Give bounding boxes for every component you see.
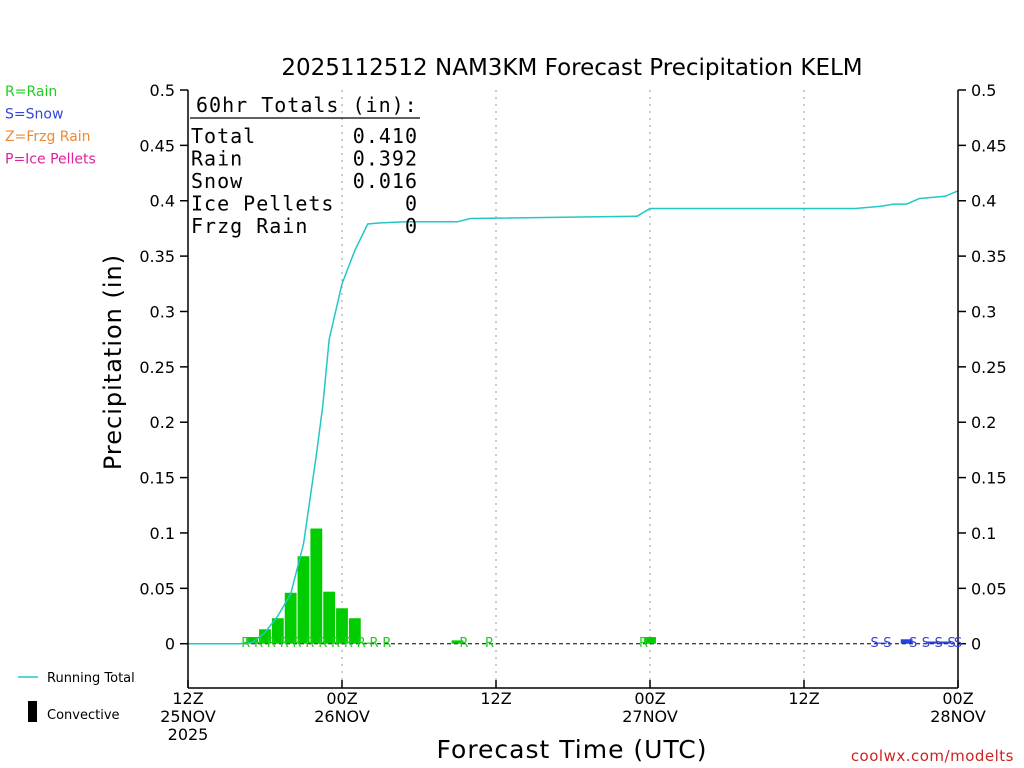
ytick-label-left-6: 0.3 (150, 302, 175, 321)
type-marker-1-5: S (947, 636, 955, 651)
bar-0-8 (348, 618, 361, 644)
legend-type-1: S=Snow (5, 107, 63, 123)
ytick-label-left-8: 0.4 (150, 192, 175, 211)
totals-label-2: Snow (191, 169, 243, 193)
x-axis-label: Forecast Time (UTC) (437, 735, 708, 764)
type-marker-0-11: R (382, 636, 391, 651)
totals-label-4: Frzg Rain (191, 214, 308, 238)
ytick-label-right-6: 0.3 (971, 302, 996, 321)
bar-0-11 (644, 637, 656, 644)
ytick-label-left-2: 0.1 (150, 524, 175, 543)
bar-0-4 (297, 556, 310, 644)
ytick-label-right-8: 0.4 (971, 192, 996, 211)
xtick-label-5-1: 28NOV (930, 707, 986, 726)
xtick-label-3-0: 00Z (634, 689, 665, 708)
bar-0-7 (336, 608, 348, 644)
ytick-label-right-5: 0.25 (971, 358, 1007, 377)
legend-type-3: P=Ice Pellets (5, 152, 96, 168)
xtick-label-0-1: 25NOV (160, 707, 216, 726)
totals-label-0: Total (191, 124, 256, 148)
xtick-label-5-0: 00Z (942, 689, 973, 708)
xtick-label-1-1: 26NOV (314, 707, 370, 726)
ytick-label-left-10: 0.5 (150, 81, 175, 100)
type-marker-1-0: S (870, 636, 878, 651)
ytick-label-left-5: 0.25 (139, 358, 175, 377)
type-marker-0-3: R (280, 636, 289, 651)
y-axis-label: Precipitation (in) (99, 254, 127, 470)
type-marker-0-7: R (331, 636, 340, 651)
ytick-label-right-2: 0.1 (971, 524, 996, 543)
ytick-label-left-9: 0.45 (139, 136, 175, 155)
ytick-label-left-3: 0.15 (139, 469, 175, 488)
ytick-label-right-1: 0.05 (971, 579, 1007, 598)
ytick-label-right-7: 0.35 (971, 247, 1007, 266)
xtick-label-0-0: 12Z (172, 689, 203, 708)
totals-header: 60hr Totals (in): (196, 93, 418, 117)
type-marker-0-4: R (293, 636, 302, 651)
legend-convective-swatch (28, 701, 37, 722)
bar-1-1 (900, 639, 913, 644)
type-marker-1-1: S (883, 636, 891, 651)
legend-type-0: R=Rain (5, 84, 57, 100)
ytick-label-right-0: 0 (971, 635, 981, 654)
type-marker-0-9: R (357, 636, 366, 651)
xtick-label-1-0: 00Z (326, 689, 357, 708)
totals-label-3: Ice Pellets (191, 192, 334, 216)
ytick-label-right-4: 0.2 (971, 413, 996, 432)
running-total-line (188, 190, 959, 645)
chart-title: 2025112512 NAM3KM Forecast Precipitation… (281, 55, 862, 81)
type-marker-1-3: S (922, 636, 930, 651)
ytick-label-right-10: 0.5 (971, 81, 996, 100)
type-marker-1-6: S (954, 636, 962, 651)
xtick-label-0-2: 2025 (168, 725, 209, 744)
type-marker-0-2: R (267, 636, 276, 651)
ytick-label-left-1: 0.05 (139, 579, 175, 598)
bar-0-9 (361, 642, 374, 644)
bar-0-10 (451, 640, 464, 644)
type-marker-1-2: S (909, 636, 917, 651)
bar-1-3 (939, 641, 952, 644)
bar-0-2 (271, 618, 284, 644)
totals-label-1: Rain (191, 147, 243, 171)
type-marker-1-4: S (935, 636, 943, 651)
ytick-label-right-3: 0.15 (971, 469, 1007, 488)
type-marker-0-12: R (459, 636, 468, 651)
type-marker-0-0: R (241, 636, 250, 651)
bar-0-5 (310, 528, 323, 644)
ytick-label-left-7: 0.35 (139, 247, 175, 266)
ytick-label-left-4: 0.2 (150, 413, 175, 432)
legend-type-2: Z=Frzg Rain (5, 129, 91, 145)
type-marker-0-14: R (639, 636, 648, 651)
type-marker-0-1: R (254, 636, 263, 651)
totals-value-3: 0 (405, 192, 418, 216)
ytick-label-right-9: 0.45 (971, 136, 1007, 155)
xtick-label-4-0: 12Z (788, 689, 819, 708)
totals-value-4: 0 (405, 214, 418, 238)
xtick-label-3-1: 27NOV (622, 707, 678, 726)
type-marker-0-8: R (344, 636, 353, 651)
ytick-label-left-0: 0 (165, 635, 175, 654)
bar-0-0 (246, 637, 259, 644)
xtick-label-2-0: 12Z (480, 689, 511, 708)
bar-1-0 (875, 642, 887, 644)
type-marker-0-10: R (370, 636, 379, 651)
type-marker-0-5: R (305, 636, 314, 651)
totals-value-1: 0.392 (353, 147, 418, 171)
legend-running-total-label: Running Total (47, 671, 135, 686)
bar-1-2 (926, 641, 939, 644)
type-marker-0-13: R (485, 636, 494, 651)
legend-convective-label: Convective (47, 708, 120, 723)
bar-0-6 (323, 591, 336, 644)
totals-value-2: 0.016 (353, 169, 418, 193)
bar-0-3 (284, 592, 297, 644)
type-marker-0-6: R (318, 636, 327, 651)
totals-value-0: 0.410 (353, 124, 418, 148)
bar-0-1 (259, 629, 271, 644)
credit-text: coolwx.com/modelts (851, 747, 1014, 765)
